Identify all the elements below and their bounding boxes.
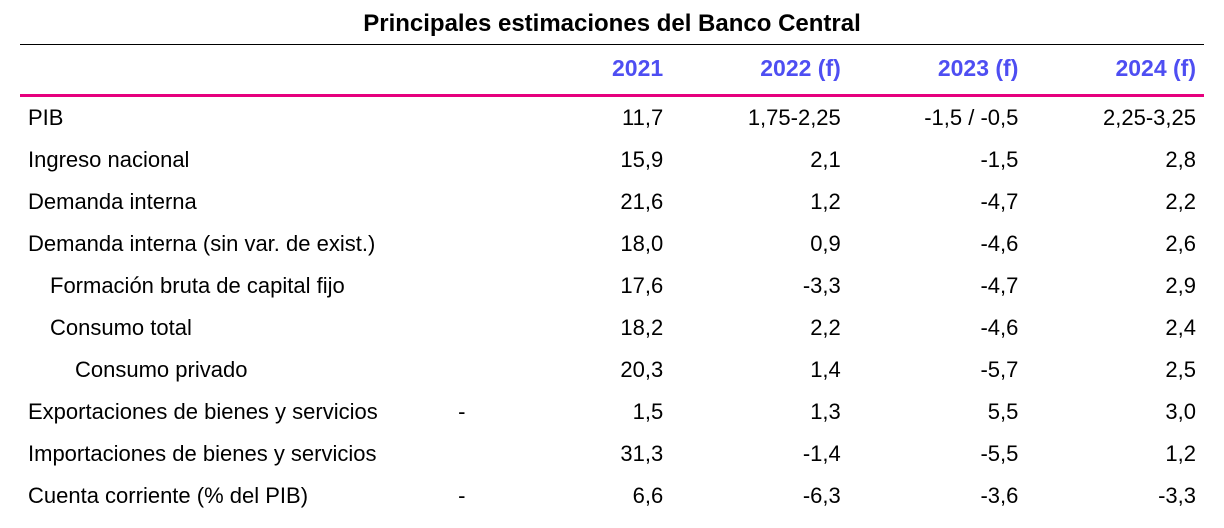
row-value: -4,7 [849,265,1027,307]
row-label: Consumo privado [20,349,458,391]
table-header-2022f: 2022 (f) [671,45,849,96]
table-row: Importaciones de bienes y servicios 31,3… [20,433,1204,475]
row-value: 15,9 [494,139,672,181]
row-value: 1,4 [671,349,849,391]
row-value: 2,9 [1026,265,1204,307]
table-row: Exportaciones de bienes y servicios - 1,… [20,391,1204,433]
row-label: Cuenta corriente (% del PIB) [20,475,458,517]
row-value: 31,3 [494,433,672,475]
row-value: -4,6 [849,223,1027,265]
row-value: -5,7 [849,349,1027,391]
row-value: 2,5 [1026,349,1204,391]
row-label: Importaciones de bienes y servicios [20,433,458,475]
row-value: -1,5 [849,139,1027,181]
row-value: 18,0 [494,223,672,265]
table-header-row: 2021 2022 (f) 2023 (f) 2024 (f) [20,45,1204,96]
table-body: PIB 11,7 1,75-2,25 -1,5 / -0,5 2,25-3,25… [20,96,1204,518]
row-value: 11,7 [494,96,672,140]
row-neg-prefix [458,307,494,349]
row-label: Demanda interna [20,181,458,223]
row-value: 1,75-2,25 [671,96,849,140]
row-value: -4,6 [849,307,1027,349]
row-value: 2,4 [1026,307,1204,349]
table-title: Principales estimaciones del Banco Centr… [20,10,1204,44]
row-neg-prefix [458,349,494,391]
row-value: -1,5 / -0,5 [849,96,1027,140]
table-row: Consumo privado 20,3 1,4 -5,7 2,5 [20,349,1204,391]
row-value: 2,6 [1026,223,1204,265]
table-row: Ingreso nacional 15,9 2,1 -1,5 2,8 [20,139,1204,181]
table-row: Consumo total 18,2 2,2 -4,6 2,4 [20,307,1204,349]
row-label: Ingreso nacional [20,139,458,181]
row-neg-prefix: - [458,391,494,433]
row-value: -3,6 [849,475,1027,517]
row-value: 1,5 [494,391,672,433]
row-value: 17,6 [494,265,672,307]
row-value: -3,3 [671,265,849,307]
row-value: 21,6 [494,181,672,223]
row-value: 2,2 [1026,181,1204,223]
table-row: Formación bruta de capital fijo 17,6 -3,… [20,265,1204,307]
row-value: 2,25-3,25 [1026,96,1204,140]
row-value: 1,2 [1026,433,1204,475]
table-row: Demanda interna 21,6 1,2 -4,7 2,2 [20,181,1204,223]
row-value: 5,5 [849,391,1027,433]
row-neg-prefix [458,96,494,140]
table-header-2021: 2021 [494,45,672,96]
row-neg-prefix [458,181,494,223]
table-row: PIB 11,7 1,75-2,25 -1,5 / -0,5 2,25-3,25 [20,96,1204,140]
row-value: 3,0 [1026,391,1204,433]
row-value: 2,8 [1026,139,1204,181]
row-value: -3,3 [1026,475,1204,517]
row-neg-prefix [458,433,494,475]
row-neg-prefix: - [458,475,494,517]
row-value: -1,4 [671,433,849,475]
row-value: 6,6 [494,475,672,517]
table-header-empty [20,45,458,96]
row-value: 2,2 [671,307,849,349]
table-header-2023f: 2023 (f) [849,45,1027,96]
row-value: 1,2 [671,181,849,223]
estimates-table: 2021 2022 (f) 2023 (f) 2024 (f) PIB 11,7… [20,44,1204,517]
row-neg-prefix [458,265,494,307]
row-value: -6,3 [671,475,849,517]
row-value: -4,7 [849,181,1027,223]
row-value: 0,9 [671,223,849,265]
row-value: -5,5 [849,433,1027,475]
central-bank-estimates-table-wrapper: Principales estimaciones del Banco Centr… [20,10,1204,517]
row-neg-prefix [458,223,494,265]
table-row: Demanda interna (sin var. de exist.) 18,… [20,223,1204,265]
row-neg-prefix [458,139,494,181]
table-row: Cuenta corriente (% del PIB) - 6,6 -6,3 … [20,475,1204,517]
row-value: 20,3 [494,349,672,391]
table-header-2024f: 2024 (f) [1026,45,1204,96]
row-label: Exportaciones de bienes y servicios [20,391,458,433]
row-label: Demanda interna (sin var. de exist.) [20,223,458,265]
row-value: 1,3 [671,391,849,433]
row-value: 2,1 [671,139,849,181]
row-label: Consumo total [20,307,458,349]
table-header-neg-spacer [458,45,494,96]
row-label: Formación bruta de capital fijo [20,265,458,307]
row-label: PIB [20,96,458,140]
row-value: 18,2 [494,307,672,349]
